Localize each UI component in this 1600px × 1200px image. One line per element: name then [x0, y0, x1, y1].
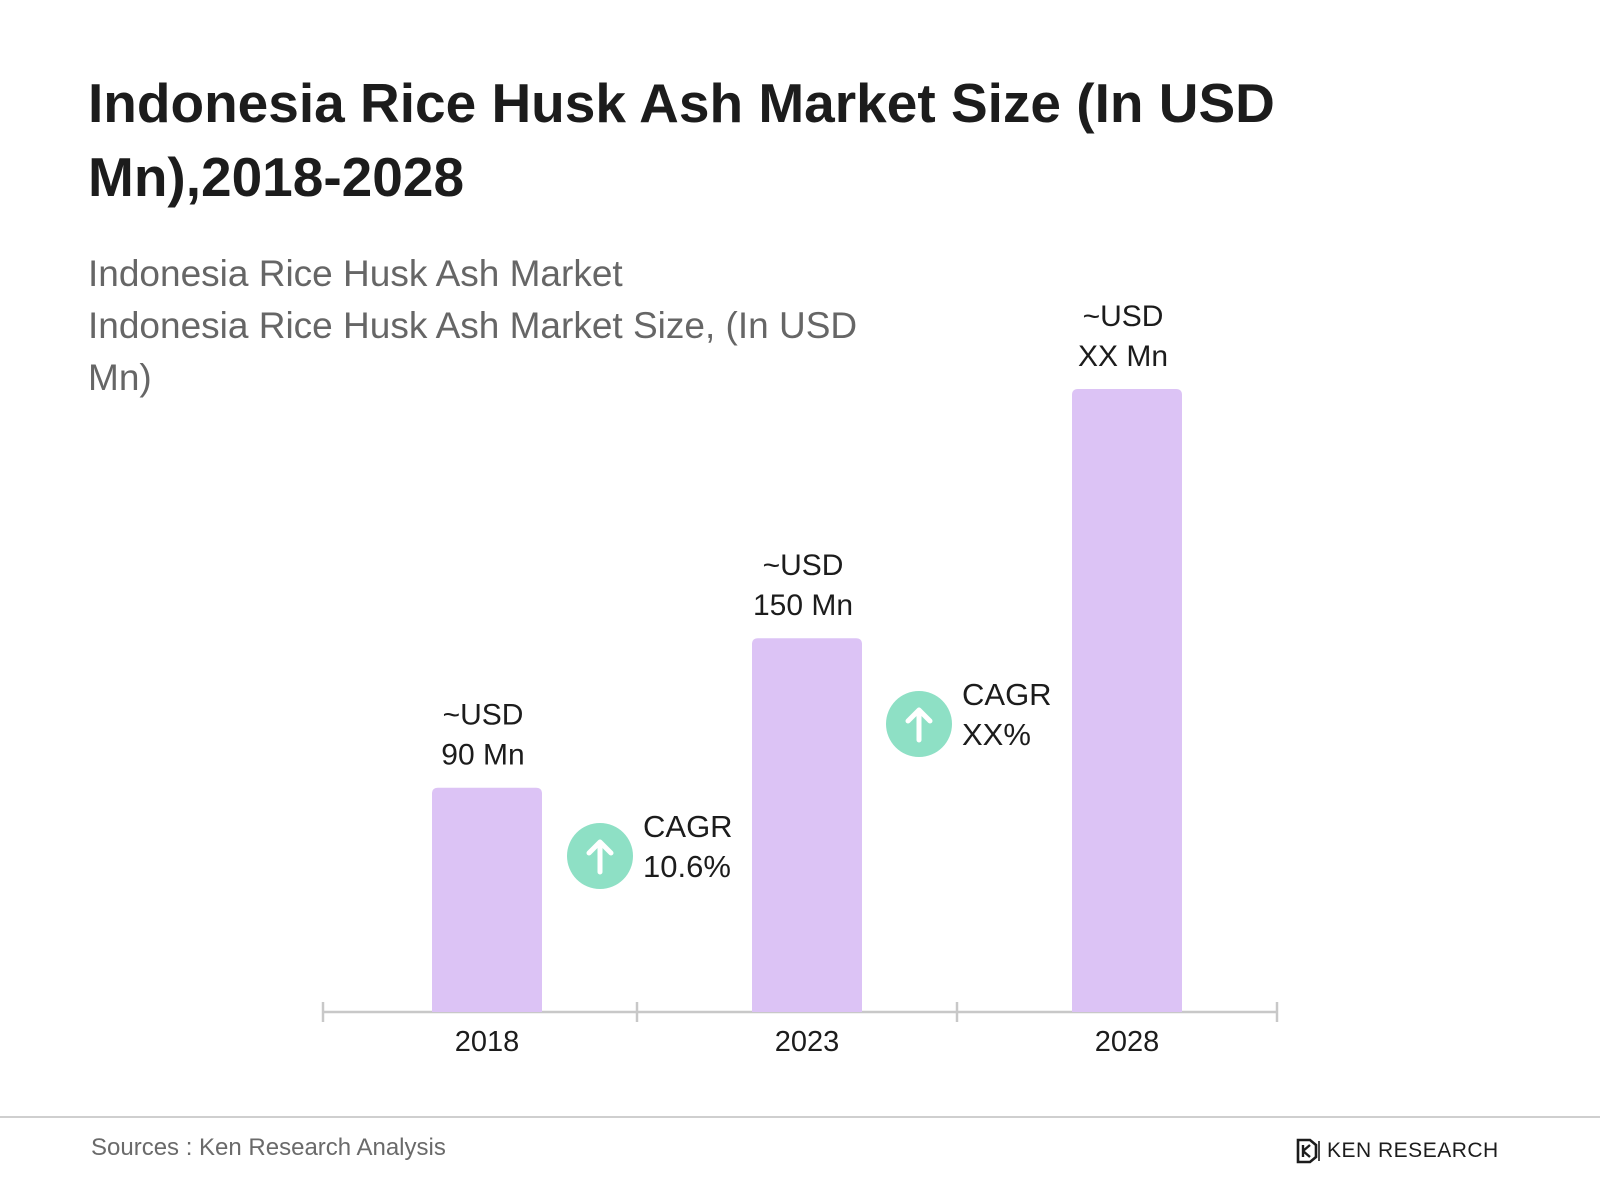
subtitle-line-2: Indonesia Rice Husk Ash Market Size, (In… [88, 305, 858, 398]
data-label-2028-line-2: XX Mn [1078, 340, 1168, 373]
x-tick-label-2028: 2028 [1095, 1026, 1160, 1058]
chart-title: Indonesia Rice Husk Ash Market Size (In … [88, 72, 1275, 208]
brand-name: KEN RESEARCH [1327, 1139, 1499, 1162]
chart-subtitle: Indonesia Rice Husk Ash Market Indonesia… [88, 248, 908, 404]
source-note: Sources : Ken Research Analysis [91, 1134, 446, 1161]
cagr-label-1-line-1: CAGR [643, 809, 733, 844]
bar-2018 [432, 787, 542, 1012]
cagr-label-2-line-2: XX% [962, 717, 1031, 752]
subtitle-line-1: Indonesia Rice Husk Ash Market [88, 253, 623, 294]
bar-2028 [1072, 389, 1182, 1012]
footer-divider [0, 1116, 1600, 1118]
data-label-2018-line-1: ~USD [443, 699, 524, 732]
data-label-2023-line-1: ~USD [763, 549, 844, 582]
cagr-label-1-line-2: 10.6% [643, 849, 731, 884]
ken-research-logo-icon [1296, 1138, 1320, 1164]
data-label-2028-line-1: ~USD [1083, 300, 1164, 333]
bar-chart: 2018 ~USD 90 Mn 2023 ~USD 150 Mn 2028 ~USD XX Mn… [321, 300, 1279, 1058]
x-tick-label-2023: 2023 [775, 1026, 840, 1058]
brand-logo: KEN RESEARCH [1295, 1136, 1499, 1166]
x-tick-label-2018: 2018 [455, 1026, 520, 1058]
data-label-2018-line-2: 90 Mn [441, 739, 524, 772]
arrow-up-icon [586, 839, 614, 875]
data-label-2023-line-2: 150 Mn [753, 589, 853, 622]
arrow-up-icon [905, 707, 933, 743]
cagr-label-2-line-1: CAGR [962, 677, 1052, 712]
bar-2023 [752, 638, 862, 1012]
